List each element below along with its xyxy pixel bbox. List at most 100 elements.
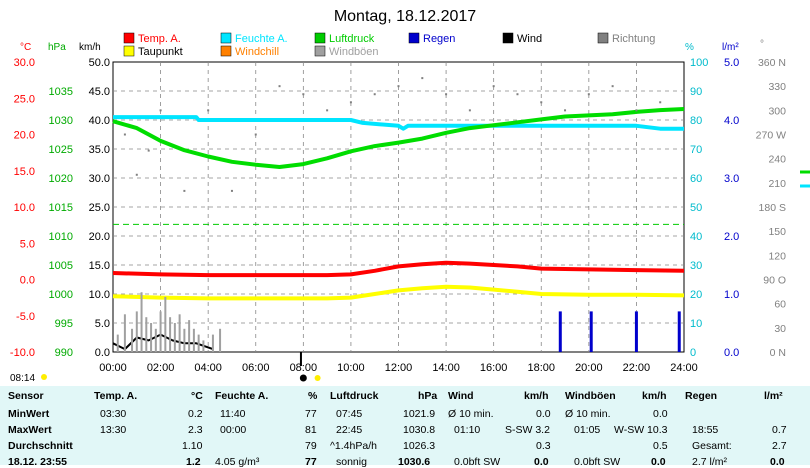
axis-units: °C hPa km/h % l/m² ° <box>20 39 764 53</box>
now-rain: 0.0 <box>770 456 785 468</box>
direction-axis-tick-7: 210 <box>768 178 786 190</box>
gust-bar-6 <box>150 323 153 352</box>
rain-axis-tick-0: 0.0 <box>724 347 739 359</box>
wind-axis-tick-1: 5.0 <box>95 318 110 330</box>
humidity-axis-tick-1: 10 <box>690 318 702 330</box>
humidity-axis-tick-2: 20 <box>690 289 702 301</box>
sun-marker <box>314 375 321 381</box>
pressure-axis-tick-9: 1035 <box>49 86 73 98</box>
header-sensor: Sensor <box>8 390 44 402</box>
legend-label-7: Windchill <box>235 46 279 58</box>
min-press-time: 07:45 <box>336 408 363 420</box>
temp-axis-tick-8: 30.0 <box>14 57 35 69</box>
gust-bar-19 <box>219 328 222 352</box>
gust-bar-2 <box>131 328 134 352</box>
direction-point-0 <box>123 133 126 136</box>
axis-ticks: -10.0 -5.0 0.0 5.0 10.0 15.0 20.0 25.0 30.0 990 99… <box>10 57 786 374</box>
rain-axis-tick-5: 5.0 <box>724 57 739 69</box>
direction-point-2 <box>147 149 150 152</box>
max-press: 1030.8 <box>403 424 436 436</box>
legend-swatch-6 <box>123 45 135 57</box>
x-axis-tick-0: 00:00 <box>99 362 127 374</box>
gust-bar-16 <box>197 334 200 352</box>
gust-bar-14 <box>188 320 191 352</box>
min-temp: 0.2 <box>188 408 203 420</box>
series-line-4 <box>112 333 214 351</box>
now-hum: 77 <box>305 456 317 468</box>
gust-bar-18 <box>211 334 214 352</box>
min-label: MinWert <box>8 408 50 420</box>
rain-axis-tick-4: 4.0 <box>724 115 739 127</box>
x-axis-tick-9: 18:00 <box>527 362 555 374</box>
min-press: 1021.9 <box>403 408 436 420</box>
humidity-axis-tick-5: 50 <box>690 202 702 214</box>
header-gust: Windböen <box>565 390 616 402</box>
gust-bar-10 <box>169 317 172 352</box>
gust-bar-15 <box>192 328 195 352</box>
wind-axis-tick-8: 40.0 <box>89 115 110 127</box>
direction-axis-tick-5: 150 <box>768 226 786 238</box>
humidity-axis-tick-0: 0 <box>690 347 696 359</box>
legend-label-0: Temp. A. <box>138 33 181 45</box>
max-temp: 2.3 <box>188 424 203 436</box>
legend-swatch-5 <box>597 32 609 44</box>
direction-axis-tick-8: 240 <box>768 154 786 166</box>
direction-point-21 <box>587 93 590 96</box>
plot-area <box>112 61 685 353</box>
max-gust-time: 01:05 <box>574 424 601 436</box>
avg-press: 1026.3 <box>403 440 436 452</box>
avg-rain: 2.7 <box>772 440 787 452</box>
chart-title: Montag, 18.12.2017 <box>334 8 476 25</box>
min-hum-time: 11:40 <box>220 408 246 420</box>
direction-point-24 <box>659 101 662 104</box>
humidity-axis-tick-6: 60 <box>690 173 702 185</box>
direction-axis-tick-3: 90 O <box>763 275 786 287</box>
rain-axis-tick-3: 3.0 <box>724 173 739 185</box>
now-temp: 1.2 <box>186 456 201 468</box>
direction-point-7 <box>254 133 257 136</box>
header-hum-unit: % <box>308 390 318 402</box>
now-wind: 0.0 <box>534 456 549 468</box>
gust-bar-3 <box>135 311 138 352</box>
rain-bar-2 <box>634 311 638 352</box>
rain-bar-1 <box>589 311 593 352</box>
header-wind: Wind <box>448 390 474 402</box>
direction-axis-tick-1: 30 <box>774 323 786 335</box>
direction-axis-tick-9: 270 W <box>756 130 786 142</box>
legend-label-6: Taupunkt <box>138 46 183 58</box>
max-label: MaxWert <box>8 424 52 436</box>
gust-bar-17 <box>202 340 205 352</box>
direction-point-16 <box>468 109 471 112</box>
sunrise-time: 08:14 <box>10 373 35 384</box>
temp-axis-tick-7: 25.0 <box>14 93 35 105</box>
direction-axis-tick-6: 180 S <box>759 202 786 214</box>
direction-point-4 <box>183 189 186 192</box>
now-rain-time: 2.7 l/m² <box>692 456 728 468</box>
direction-point-17 <box>492 85 495 88</box>
wind-unit: km/h <box>79 42 101 53</box>
data-marks <box>112 77 810 382</box>
legend-swatch-0 <box>123 32 135 44</box>
pressure-axis-tick-3: 1005 <box>49 260 73 272</box>
wind-axis-tick-6: 30.0 <box>89 173 110 185</box>
gust-bar-13 <box>183 328 186 352</box>
legend-label-3: Regen <box>423 33 455 45</box>
avg-rain-label: Gesamt: <box>692 440 732 452</box>
pressure-axis-tick-8: 1030 <box>49 115 73 127</box>
humidity-axis-tick-8: 80 <box>690 115 702 127</box>
direction-axis-tick-0: 0 N <box>770 347 786 359</box>
rain-bar-0 <box>558 311 562 352</box>
wind-axis-tick-0: 0.0 <box>95 347 110 359</box>
temp-axis-tick-5: 15.0 <box>14 166 35 178</box>
x-axis-tick-1: 02:00 <box>147 362 175 374</box>
temp-axis-tick-4: 10.0 <box>14 202 35 214</box>
pressure-axis-tick-1: 995 <box>55 318 73 330</box>
x-axis-tick-10: 20:00 <box>575 362 603 374</box>
legend-label-5: Richtung <box>612 33 655 45</box>
direction-point-19 <box>540 101 543 104</box>
x-axis-tick-12: 24:00 <box>670 362 698 374</box>
min-wind-time: Ø 10 min. <box>448 408 494 420</box>
x-axis-tick-5: 10:00 <box>337 362 365 374</box>
series-line-3 <box>112 107 685 169</box>
rain-axis-tick-1: 1.0 <box>724 289 739 301</box>
